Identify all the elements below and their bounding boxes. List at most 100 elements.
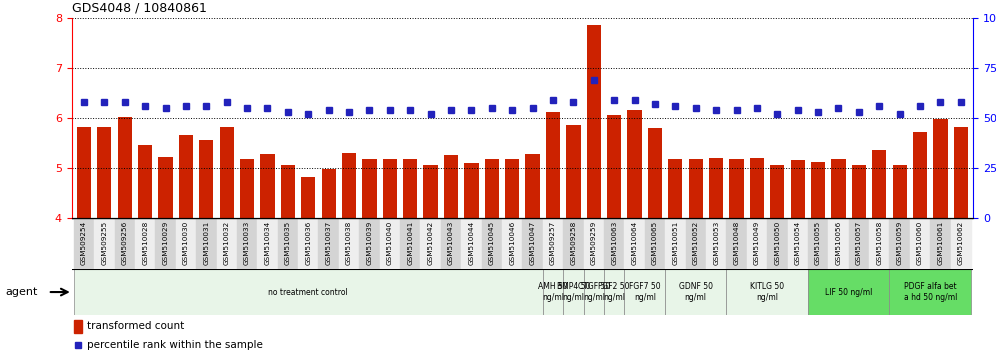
Bar — [627, 110, 641, 218]
Text: GSM510059: GSM510059 — [896, 220, 902, 264]
Bar — [726, 218, 747, 269]
Text: GSM510064: GSM510064 — [631, 220, 637, 264]
Bar — [199, 140, 213, 218]
Bar — [363, 159, 376, 218]
Bar — [706, 218, 726, 269]
Bar — [423, 165, 438, 218]
Bar — [808, 269, 889, 315]
Text: GSM510029: GSM510029 — [162, 220, 168, 264]
Text: GSM510060: GSM510060 — [917, 220, 923, 264]
Bar — [604, 269, 624, 315]
Bar — [360, 218, 379, 269]
Text: AMH 50
ng/ml: AMH 50 ng/ml — [538, 282, 568, 302]
Bar — [502, 218, 522, 269]
Text: GSM510028: GSM510028 — [142, 220, 148, 264]
Text: GSM510042: GSM510042 — [427, 220, 433, 264]
Text: GSM509256: GSM509256 — [122, 220, 127, 264]
Text: GSM510051: GSM510051 — [672, 220, 678, 264]
Bar — [322, 169, 336, 218]
Bar — [98, 127, 112, 218]
Text: BMP4 50
ng/ml: BMP4 50 ng/ml — [557, 282, 590, 302]
Bar — [74, 320, 83, 333]
Text: LIF 50 ng/ml: LIF 50 ng/ml — [825, 287, 872, 297]
Bar — [505, 159, 519, 218]
Text: GSM510063: GSM510063 — [612, 220, 618, 264]
Bar — [543, 218, 563, 269]
Bar — [930, 218, 950, 269]
Bar — [485, 159, 499, 218]
Text: agent: agent — [5, 287, 38, 297]
Bar — [196, 218, 216, 269]
Bar — [624, 269, 665, 315]
Bar — [607, 115, 622, 218]
Bar — [829, 218, 849, 269]
Bar — [954, 127, 968, 218]
Bar — [729, 159, 744, 218]
Bar — [726, 269, 808, 315]
Bar — [647, 128, 662, 218]
Text: GSM510057: GSM510057 — [856, 220, 862, 264]
Bar — [219, 127, 234, 218]
Bar — [278, 218, 298, 269]
Bar — [237, 218, 257, 269]
Bar — [563, 218, 584, 269]
Bar — [889, 218, 910, 269]
Bar — [342, 153, 357, 218]
Bar — [74, 269, 543, 315]
Text: GSM510040: GSM510040 — [386, 220, 392, 264]
Bar — [747, 218, 767, 269]
Bar — [482, 218, 502, 269]
Text: GSM510049: GSM510049 — [754, 220, 760, 264]
Bar — [665, 269, 726, 315]
Text: GSM510030: GSM510030 — [183, 220, 189, 264]
Bar — [624, 218, 644, 269]
Bar — [382, 159, 397, 218]
Bar — [644, 218, 665, 269]
Bar — [872, 150, 886, 218]
Bar — [950, 218, 971, 269]
Text: GSM510065: GSM510065 — [652, 220, 658, 264]
Text: GSM510048: GSM510048 — [733, 220, 740, 264]
Bar — [563, 269, 584, 315]
Text: percentile rank within the sample: percentile rank within the sample — [87, 341, 263, 350]
Text: KITLG 50
ng/ml: KITLG 50 ng/ml — [750, 282, 784, 302]
Bar — [546, 112, 560, 218]
Bar — [567, 125, 581, 218]
Bar — [444, 155, 458, 218]
Text: GSM510047: GSM510047 — [530, 220, 536, 264]
Text: GSM510031: GSM510031 — [203, 220, 209, 264]
Bar — [319, 218, 339, 269]
Bar — [138, 145, 152, 218]
Text: GSM510035: GSM510035 — [285, 220, 291, 264]
Bar — [118, 117, 131, 218]
Bar — [240, 159, 254, 218]
Text: no treatment control: no treatment control — [268, 287, 349, 297]
Text: GSM510062: GSM510062 — [958, 220, 964, 264]
Bar — [420, 218, 441, 269]
Bar — [134, 218, 155, 269]
Bar — [750, 158, 764, 218]
Bar — [584, 269, 604, 315]
Text: GSM510039: GSM510039 — [367, 220, 373, 264]
Bar — [791, 160, 805, 218]
Bar — [95, 218, 115, 269]
Bar — [584, 218, 604, 269]
Bar — [788, 218, 808, 269]
Text: GSM510061: GSM510061 — [937, 220, 943, 264]
Bar — [770, 165, 785, 218]
Text: GSM510058: GSM510058 — [876, 220, 882, 264]
Text: GSM510036: GSM510036 — [305, 220, 312, 264]
Bar — [77, 127, 91, 218]
Text: GSM509259: GSM509259 — [591, 220, 597, 264]
Bar — [832, 159, 846, 218]
Bar — [709, 158, 723, 218]
Text: GSM510033: GSM510033 — [244, 220, 250, 264]
Bar — [461, 218, 482, 269]
Text: PDGF alfa bet
a hd 50 ng/ml: PDGF alfa bet a hd 50 ng/ml — [903, 282, 957, 302]
Bar — [688, 159, 703, 218]
Bar — [685, 218, 706, 269]
Bar — [216, 218, 237, 269]
Bar — [522, 218, 543, 269]
Bar — [298, 218, 319, 269]
Bar — [852, 165, 867, 218]
